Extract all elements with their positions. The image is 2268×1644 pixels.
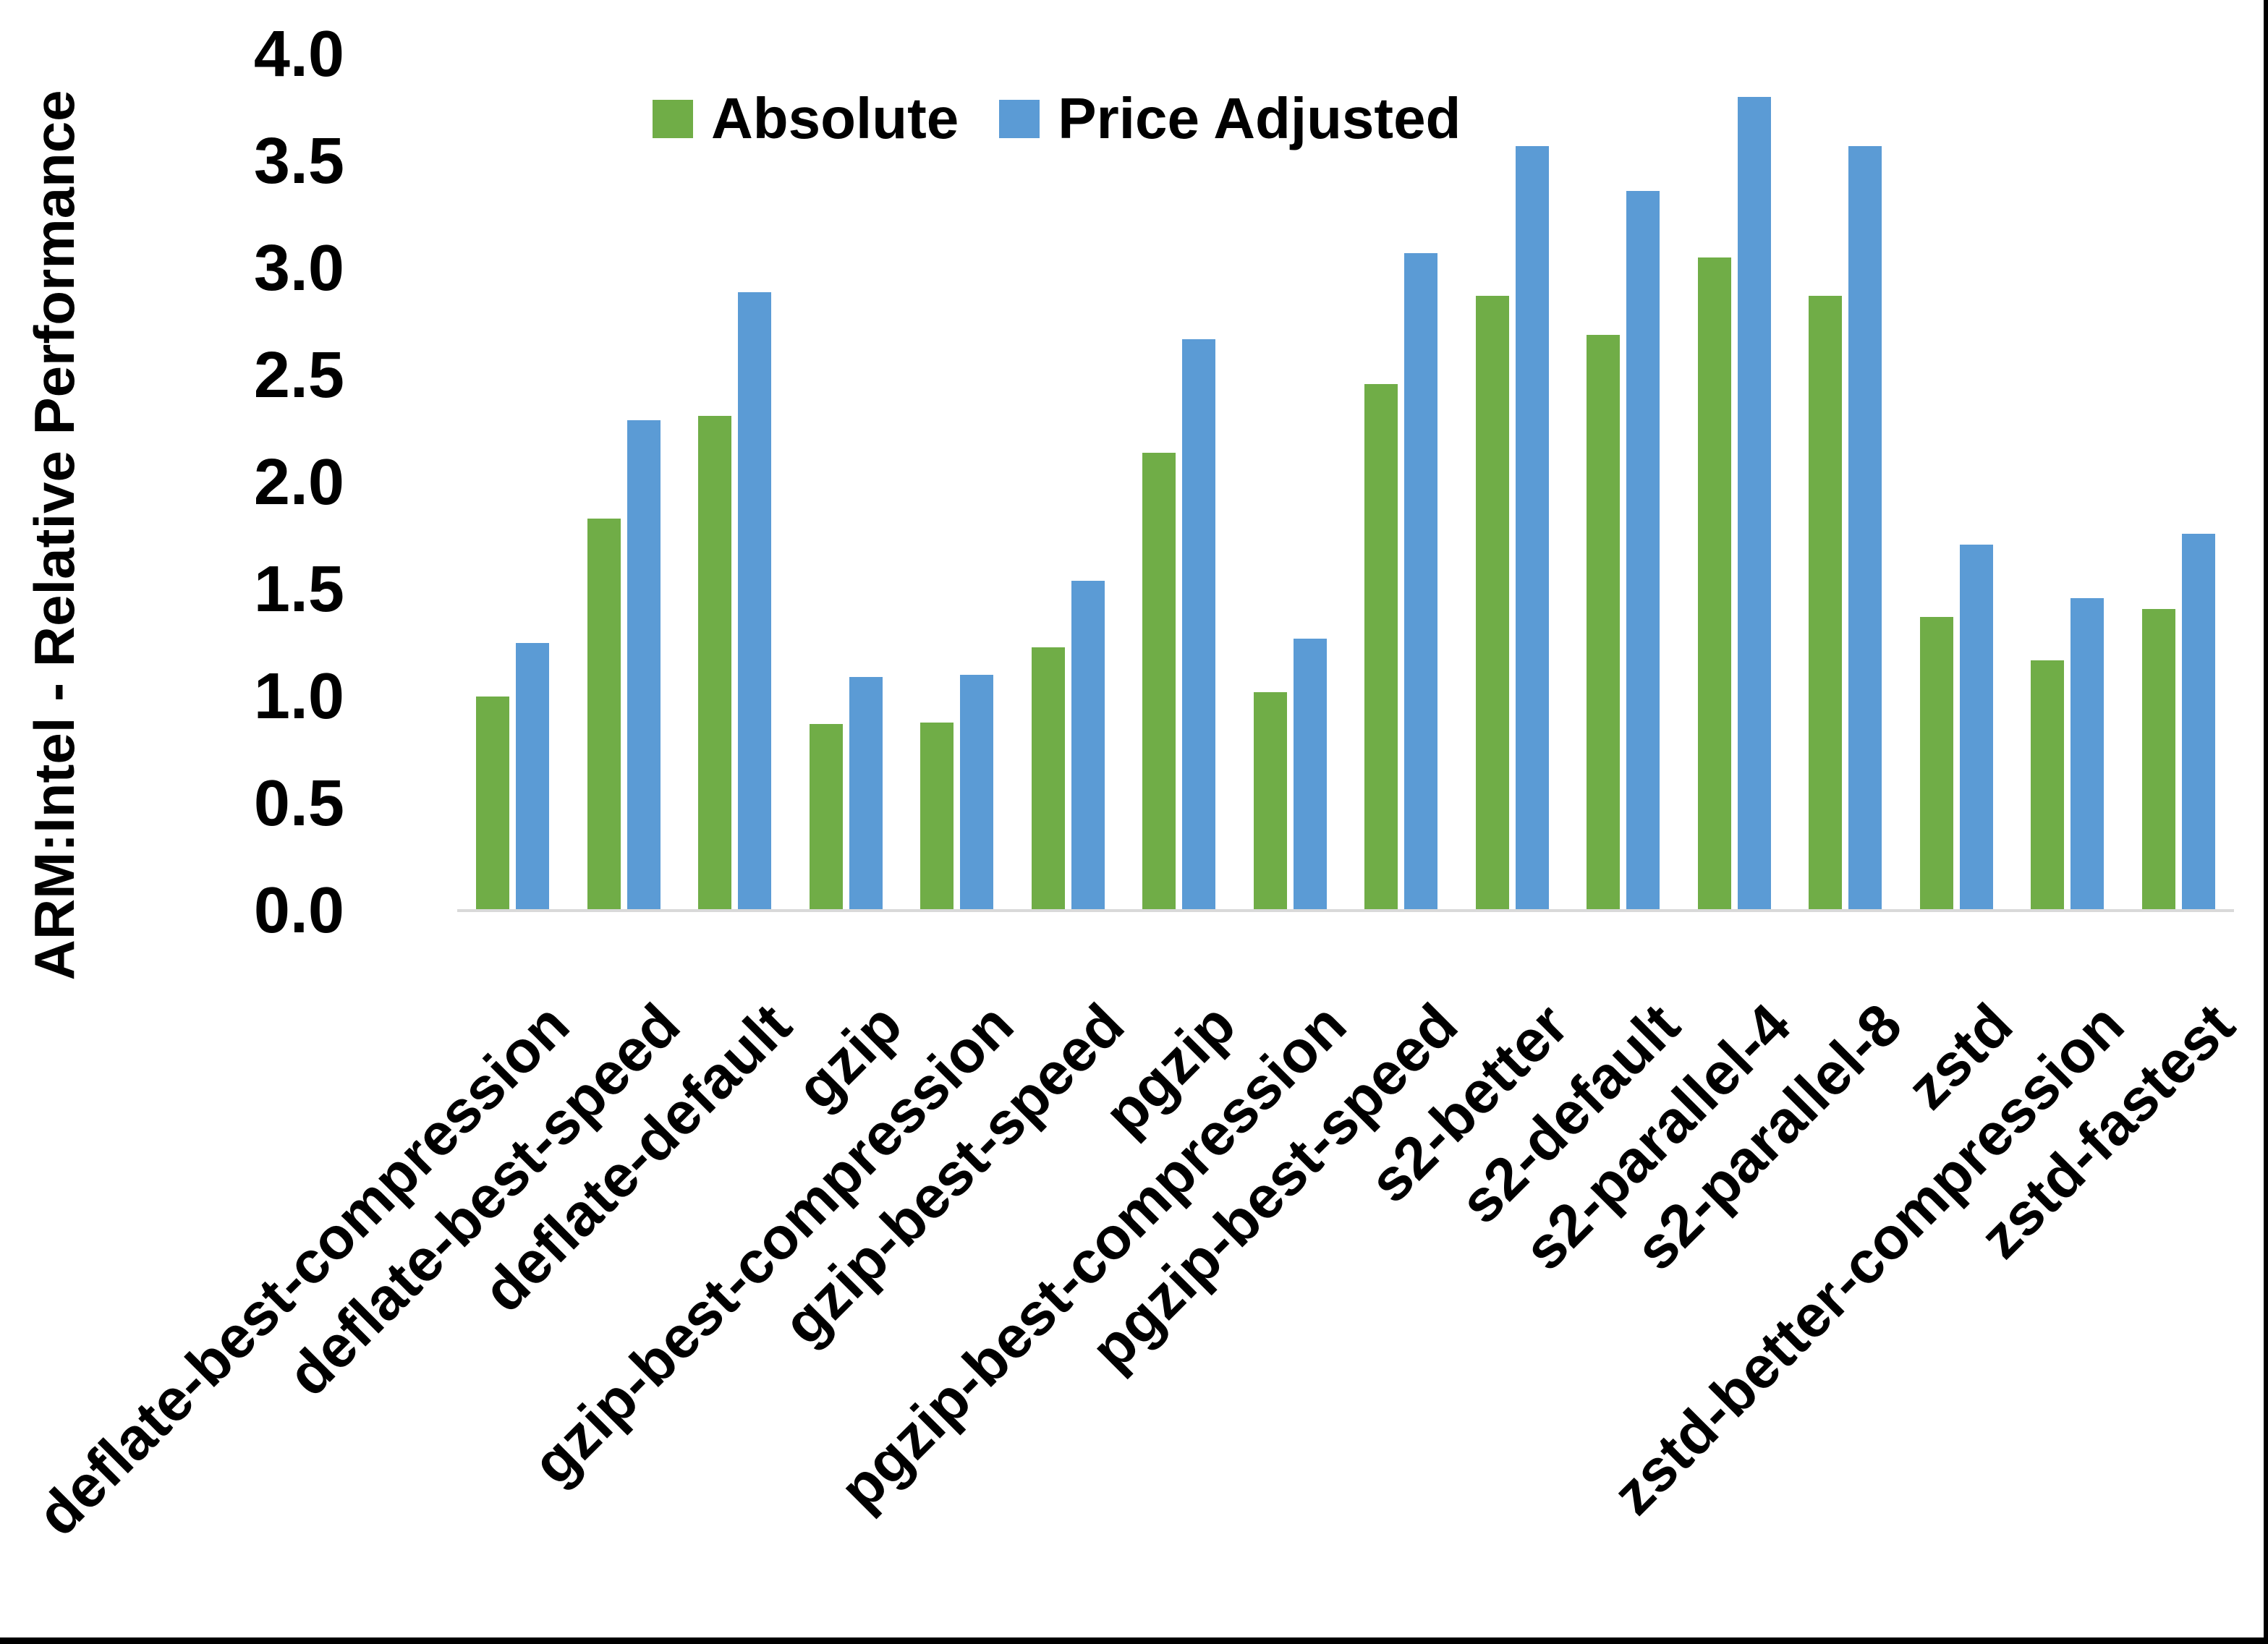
absolute-bar (920, 722, 954, 911)
absolute-bar (1253, 692, 1287, 911)
bar-group-gzip-best-compression (901, 54, 1013, 911)
bar-group-gzip-best-speed (1013, 54, 1124, 911)
x-axis-label: zstd-better-compression (1600, 991, 2136, 1528)
y-axis-tick-label: 3.5 (253, 125, 344, 197)
price-adjusted-bar (960, 675, 994, 911)
absolute-bar (2141, 608, 2175, 911)
x-axis-label: deflate-default (470, 991, 804, 1325)
absolute-bar (809, 724, 843, 911)
absolute-bar (1031, 647, 1065, 911)
absolute-bar (698, 416, 732, 911)
price-adjusted-bar (1959, 544, 1993, 911)
price-adjusted-bar (516, 643, 550, 911)
legend-label-absolute: Absolute (711, 86, 959, 150)
bar-group-s2-parallel-8 (1790, 54, 1901, 911)
price-adjusted-bar (627, 420, 661, 911)
bar-group-zstd (1901, 54, 2013, 911)
x-axis-label: s2-default (1447, 991, 1692, 1237)
price-adjusted-series-swatch-icon (999, 99, 1040, 138)
plot-area (457, 54, 2234, 911)
x-axis-label: pgzip (1092, 991, 1248, 1148)
absolute-bar (1364, 383, 1398, 911)
price-adjusted-bar (1848, 146, 1882, 911)
y-axis-tick-label: 2.0 (253, 446, 344, 519)
x-axis-label: zstd-fastest (1967, 991, 2248, 1272)
absolute-series-swatch-icon (653, 99, 693, 138)
bar-group-pgzip (1124, 54, 1235, 911)
x-axis-line (457, 909, 2234, 912)
price-adjusted-bar (1515, 146, 1549, 911)
bar-group-s2-better (1457, 54, 1568, 911)
y-axis-tick-label: 0.5 (253, 767, 344, 840)
y-axis-tick-labels: 4.0 3.5 3.0 2.5 2.0 1.5 1.0 0.5 0.0 (0, 22, 405, 943)
x-axis-label: gzip-best-speed (770, 991, 1137, 1358)
y-axis-tick-label: 1.5 (253, 553, 344, 626)
absolute-bar (587, 519, 621, 911)
price-adjusted-bar (1071, 581, 1105, 911)
legend-item-price-adjusted: Price Adjusted (999, 85, 1461, 152)
absolute-bar (1475, 296, 1509, 911)
price-adjusted-bar (1293, 639, 1327, 911)
bar-group-pgzip-best-compression (1235, 54, 1346, 911)
absolute-bar (1142, 452, 1176, 911)
x-axis-label: gzip-best-compression (519, 991, 1026, 1497)
y-axis-tick-label: 1.0 (253, 660, 344, 733)
x-axis-label: s2-parallel-4 (1511, 991, 1804, 1283)
bar-group-zstd-better-compression (2012, 54, 2123, 911)
absolute-bar (1919, 617, 1953, 911)
legend-label-price-adjusted: Price Adjusted (1058, 86, 1461, 150)
price-adjusted-bar (1737, 97, 1771, 911)
bar-group-zstd-fastest (2123, 54, 2235, 911)
price-adjusted-bar (849, 677, 883, 911)
price-adjusted-bar (1404, 253, 1438, 911)
bar-group-deflate-best-compression (457, 54, 569, 911)
bar-group-s2-parallel-4 (1679, 54, 1791, 911)
bar-group-pgzip-best-speed (1346, 54, 1457, 911)
price-adjusted-bar (738, 291, 772, 911)
absolute-bar (476, 697, 510, 911)
bar-group-gzip (791, 54, 902, 911)
bar-group-deflate-best-speed (569, 54, 680, 911)
bar-group-s2-default (1568, 54, 1679, 911)
y-axis-tick-label: 3.0 (253, 232, 344, 304)
x-axis-label: s2-parallel-8 (1623, 991, 1914, 1283)
y-axis-tick-label: 4.0 (253, 18, 344, 90)
bar-group-deflate-default (679, 54, 791, 911)
price-adjusted-bar (2181, 534, 2215, 911)
y-axis-tick-label: 0.0 (253, 874, 344, 947)
absolute-bar (1809, 296, 1843, 911)
x-axis-label: deflate-best-speed (275, 991, 693, 1409)
price-adjusted-bar (2070, 597, 2105, 911)
chart-legend: Absolute Price Adjusted (653, 75, 1461, 162)
x-axis-label: gzip (784, 991, 915, 1123)
absolute-bar (1587, 334, 1621, 911)
absolute-bar (1697, 257, 1731, 911)
price-adjusted-bar (1182, 338, 1216, 911)
x-axis-label: pgzip-best-compression (827, 991, 1359, 1523)
x-axis-label: zstd (1895, 991, 2026, 1123)
price-adjusted-bar (1626, 191, 1660, 911)
y-axis-tick-label: 2.5 (253, 339, 344, 412)
absolute-bar (2031, 660, 2065, 911)
legend-item-absolute: Absolute (653, 85, 959, 152)
x-axis-label: s2-better (1357, 991, 1581, 1216)
x-axis-label: pgzip-best-speed (1078, 991, 1470, 1383)
x-axis-label: deflate-best-compression (24, 991, 582, 1549)
